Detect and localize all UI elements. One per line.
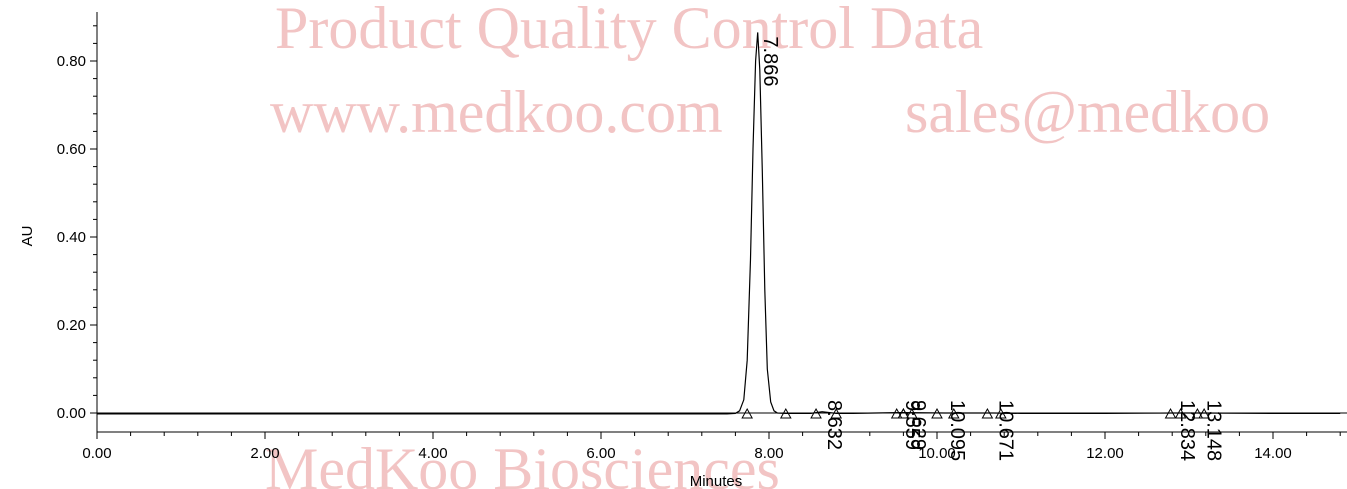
peak-label: 13.148 [1202, 400, 1224, 461]
x-tick-label: 8.00 [754, 445, 783, 462]
peak-marker [1198, 407, 1210, 419]
x-axis-title: Minutes [690, 473, 743, 489]
peak-label: 9.559 [901, 400, 923, 450]
peak-label: 12.834 [1176, 400, 1198, 461]
x-tick-label: 12.00 [1086, 445, 1124, 462]
peak-marker [981, 407, 994, 419]
peak-marker [931, 407, 943, 419]
watermark: Product Quality Control Data www.medkoo.… [265, 0, 1270, 489]
peak-label: 8.632 [823, 400, 845, 450]
peak-marker [897, 407, 910, 419]
peak-label: 10.095 [946, 400, 968, 461]
peak-markers [741, 407, 1210, 419]
x-axis-ticks: 0.00 2.00 4.00 6.00 8.00 10.00 12.00 14.00 [82, 432, 1341, 462]
x-tick-label: 0.00 [82, 445, 111, 462]
peak-marker [890, 407, 903, 419]
x-tick-label: 6.00 [586, 445, 615, 462]
watermark-email: sales@medkoo [905, 79, 1270, 145]
peak-marker [741, 407, 754, 419]
x-tick-label: 4.00 [418, 445, 447, 462]
peak-label: 10.671 [994, 400, 1016, 461]
peak-label: 7.866 [759, 36, 781, 86]
y-axis-title: AU [19, 226, 36, 247]
peak-marker [1174, 407, 1187, 419]
y-tick-label: 0.60 [57, 141, 86, 158]
y-tick-label: 0.00 [57, 405, 86, 422]
x-tick-label: 2.00 [250, 445, 279, 462]
watermark-line1: Product Quality Control Data [275, 0, 983, 61]
peak-marker [779, 407, 792, 419]
peak-marker [830, 407, 843, 419]
peak-label: 9.629 [907, 400, 929, 450]
x-tick-label: 10.00 [918, 445, 956, 462]
peak-marker [947, 407, 960, 419]
y-tick-label: 0.20 [57, 317, 86, 334]
x-tick-label: 14.00 [1254, 445, 1292, 462]
peak-marker [1164, 407, 1177, 419]
watermark-footer: MedKoo Biosciences [265, 436, 780, 489]
watermark-website: www.medkoo.com [270, 79, 723, 145]
y-tick-label: 0.40 [57, 229, 86, 246]
chromatogram-trace [97, 32, 1341, 415]
peak-marker [994, 407, 1007, 419]
peak-marker [810, 407, 822, 419]
y-axis-ticks: 0.00 0.20 0.40 0.60 0.80 [57, 25, 97, 422]
peak-marker [905, 407, 918, 419]
peak-marker [1191, 407, 1204, 419]
y-tick-label: 0.80 [57, 53, 86, 70]
